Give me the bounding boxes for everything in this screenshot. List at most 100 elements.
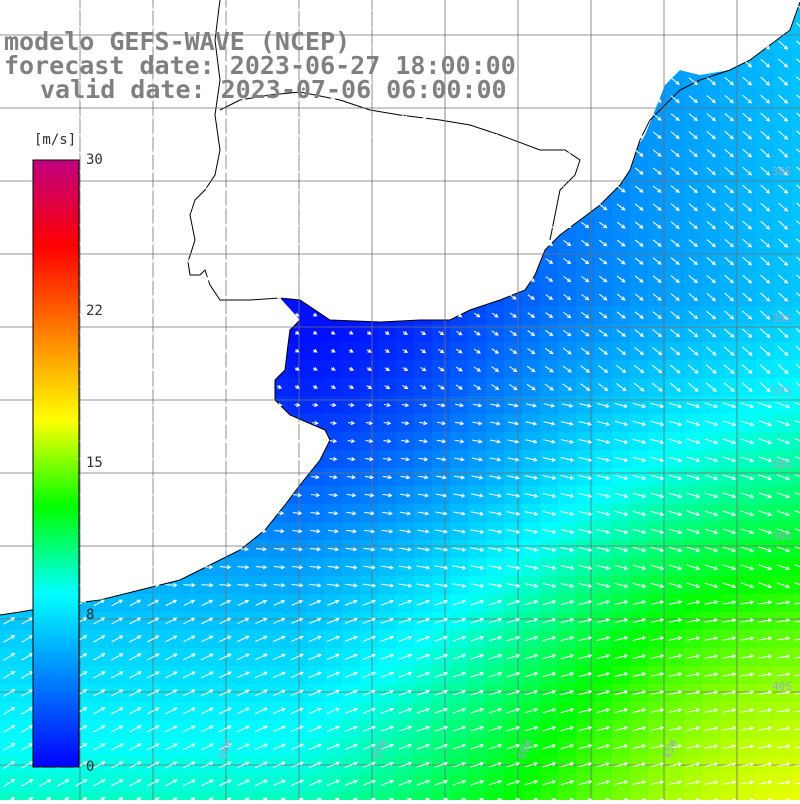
wind-arrow [259,276,264,281]
wind-arrow [294,60,301,65]
speed-cell [378,648,397,667]
wind-arrow [254,743,268,751]
wind-arrow [527,150,536,156]
wind-arrow [129,546,142,552]
wind-arrow [240,366,247,371]
speed-cell [396,774,415,793]
wind-arrow [419,114,427,120]
wind-arrow [614,780,629,786]
wind-arrow [204,114,211,119]
wind-arrow [596,528,611,534]
speed-cell [288,792,307,804]
speed-cell [522,648,541,667]
wind-arrow [760,166,771,176]
wind-arrow [545,132,554,139]
wind-arrow [222,6,229,11]
wind-arrow [419,78,427,84]
wind-arrow [599,293,608,301]
wind-arrow [740,510,755,517]
wind-arrow [688,77,698,86]
wind-arrow [24,96,31,101]
wind-arrow [365,438,374,444]
wind-arrow [596,456,611,462]
wind-arrow [258,240,264,245]
wind-arrow [111,761,124,769]
wind-arrow [219,547,232,552]
wind-arrow [760,58,771,68]
wind-arrow [402,241,409,245]
speed-cell [504,684,523,703]
wind-arrow [578,762,593,768]
wind-arrow [776,546,791,553]
wind-arrow [616,59,626,67]
wind-arrow [795,382,800,387]
wind-arrow [688,59,698,68]
speed-cell [612,720,631,739]
wind-arrow [509,132,518,138]
wind-arrow [650,600,665,605]
wind-arrow [132,114,139,119]
speed-cell [162,774,181,793]
wind-arrow [222,330,228,335]
wind-arrow [561,421,574,426]
wind-arrow [581,113,590,121]
wind-arrow [256,511,267,516]
wind-arrow [437,168,445,174]
speed-cell [180,738,199,757]
wind-arrow [150,132,157,137]
wind-arrow [168,240,175,245]
wind-arrow [165,635,178,643]
wind-arrow [706,149,716,158]
wind-arrow [222,312,228,317]
speed-cell [612,738,631,757]
wind-arrow [437,132,445,138]
wind-arrow [344,671,359,678]
wind-arrow [236,653,250,661]
wind-arrow [634,364,645,374]
speed-cell [342,684,361,703]
speed-cell [396,594,415,613]
wind-arrow [330,168,337,173]
wind-arrow [186,42,193,47]
wind-arrow [222,168,229,173]
wind-arrow [742,94,753,104]
wind-arrow [437,150,445,156]
wind-arrow [150,240,157,245]
wind-arrow [366,115,373,120]
wind-arrow [435,493,448,498]
wind-arrow [563,77,572,85]
speed-cell [270,774,289,793]
speed-cell [702,756,721,775]
wind-arrow [96,6,103,11]
wind-arrow [384,330,390,335]
wind-arrow [149,438,158,444]
wind-arrow [6,60,13,65]
wind-arrow [599,185,608,193]
wind-arrow [417,493,430,498]
wind-arrow [348,7,355,11]
wind-arrow [578,456,593,462]
wind-arrow [634,329,645,337]
wind-arrow [186,24,193,29]
wind-arrow [381,547,394,552]
wind-arrow [420,331,427,335]
wind-arrow [3,761,16,769]
wind-arrow [704,708,719,713]
speed-cell [324,630,343,649]
speed-cell [594,702,613,721]
wind-arrow [292,529,303,534]
wind-arrow [416,743,431,750]
speed-cell [18,612,37,631]
wind-arrow [363,565,376,570]
wind-arrow [560,779,575,786]
wind-arrow [384,205,391,209]
wind-arrow [705,346,717,356]
wind-arrow [524,583,539,588]
speed-cell [558,648,577,667]
wind-arrow [330,7,337,11]
speed-cell [630,612,649,631]
wind-arrow [473,24,482,30]
wind-arrow [740,654,755,659]
speed-cell [324,684,343,703]
